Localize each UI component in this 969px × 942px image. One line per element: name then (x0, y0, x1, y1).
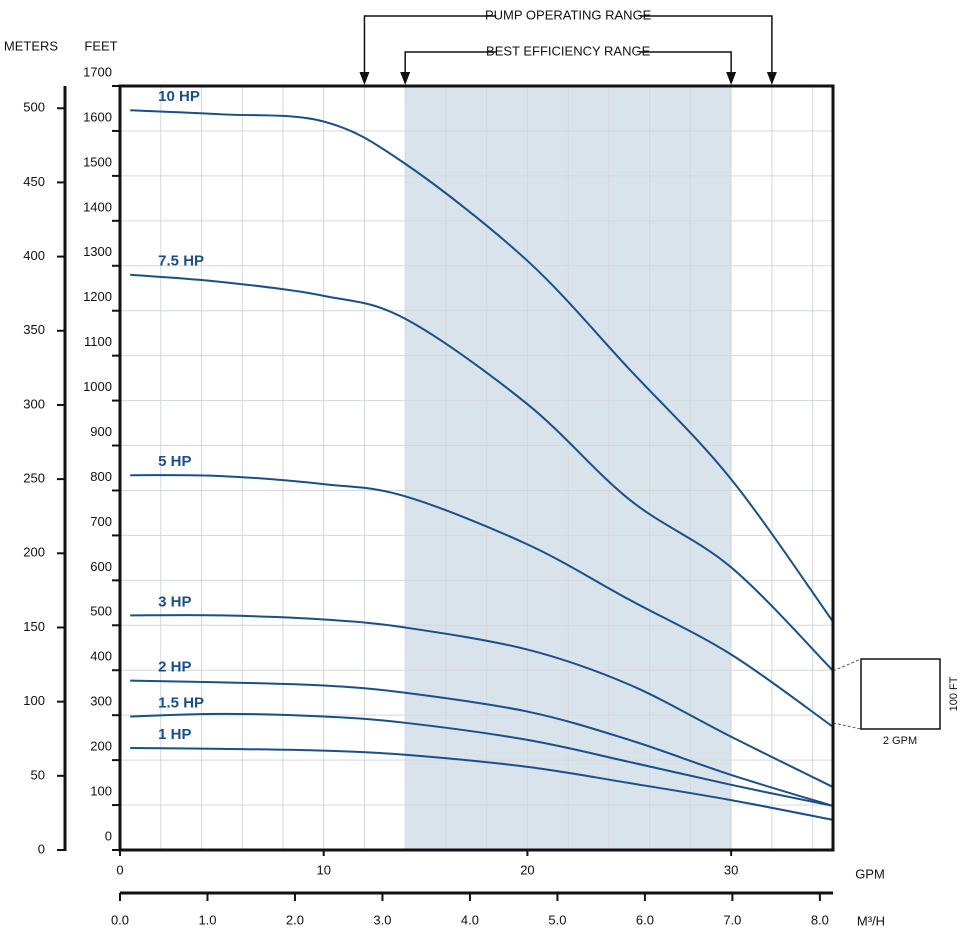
x2-tick-label: 0.0 (111, 912, 129, 927)
y-tick-label: 100 (90, 783, 112, 798)
range-bracket (404, 51, 732, 80)
y-tick-label: 1600 (83, 109, 112, 124)
curve-label: 2 HP (158, 659, 191, 676)
y2-tick-label: 350 (23, 322, 45, 337)
scale-height-label: 100 FT (948, 676, 960, 711)
x-axis-title: GPM (855, 866, 885, 881)
y-tick-label: 200 (90, 739, 112, 754)
x2-tick-label: 4.0 (461, 912, 479, 927)
y2-tick-label: 450 (23, 174, 45, 189)
y-tick-label: 1100 (84, 334, 112, 349)
x-tick-label: 10 (316, 862, 330, 877)
pump-curve (130, 474, 834, 728)
curve-label: 3 HP (158, 593, 191, 610)
y-tick-label: 1300 (83, 244, 112, 259)
curve-label: 5 HP (158, 453, 191, 470)
scale-leader (832, 658, 862, 672)
scale-box (860, 658, 941, 730)
range-label: BEST EFFICIENCY RANGE (486, 43, 651, 58)
x2-tick-label: 2.0 (286, 912, 304, 927)
range-arrow (766, 72, 777, 85)
range-label: PUMP OPERATING RANGE (485, 7, 652, 22)
y2-tick-label: 250 (23, 471, 45, 486)
range-arrow (359, 72, 370, 85)
y-tick-label: 700 (90, 514, 112, 529)
y2-tick-label: 100 (23, 693, 45, 708)
y-tick-label: 300 (90, 694, 112, 709)
x2-tick-label: 1.0 (198, 912, 216, 927)
y-tick-label: 1400 (83, 199, 112, 214)
range-arrow (400, 72, 411, 85)
curve-label: 10 HP (158, 88, 200, 105)
curve-label: 7.5 HP (158, 253, 204, 270)
x2-tick-label: 6.0 (636, 912, 654, 927)
y2-tick-label: 300 (23, 396, 45, 411)
y-tick-label: 1700 (83, 64, 112, 79)
x-tick-label: 20 (520, 862, 534, 877)
y-tick-label: 1200 (83, 289, 112, 304)
y-tick-label: 400 (90, 649, 112, 664)
y2-tick-label: 150 (23, 619, 45, 634)
y2-tick-label: 400 (23, 248, 45, 263)
pump-curve (130, 712, 834, 807)
y-tick-label: 0 (105, 828, 112, 843)
plot-frame (118, 84, 835, 852)
x2-tick-label: 3.0 (373, 912, 391, 927)
scale-leader (832, 722, 862, 730)
y-tick-label: 900 (90, 424, 112, 439)
x2-axis-title: M³/H (857, 913, 885, 928)
pump-curve (130, 679, 834, 807)
pump-curve (130, 109, 834, 623)
x-tick-label: 0 (116, 862, 123, 877)
y-axis-title: FEET (84, 38, 117, 53)
y-tick-label: 500 (90, 604, 112, 619)
scale-width-label: 2 GPM (883, 735, 917, 747)
y-tick-label: 1500 (83, 154, 112, 169)
pump-curve (130, 614, 834, 788)
y2-tick-label: 200 (23, 545, 45, 560)
curve-label: 1.5 HP (158, 694, 204, 711)
x-tick-label: 30 (724, 862, 738, 877)
x2-tick-label: 7.0 (723, 912, 741, 927)
y2-axis-title: METERS (4, 38, 59, 53)
y2-tick-label: 0 (38, 841, 45, 856)
y2-tick-label: 50 (31, 767, 45, 782)
curve-label: 1 HP (158, 726, 191, 743)
y-tick-label: 600 (90, 559, 112, 574)
pump-curve (130, 746, 834, 821)
y-tick-label: 1000 (83, 379, 112, 394)
x2-tick-label: 5.0 (548, 912, 566, 927)
pump-curve (130, 273, 834, 672)
x2-tick-label: 8.0 (811, 912, 829, 927)
range-arrow (726, 72, 737, 85)
range-bracket (363, 15, 773, 80)
y-tick-label: 800 (90, 469, 112, 484)
y2-tick-label: 500 (23, 100, 45, 115)
